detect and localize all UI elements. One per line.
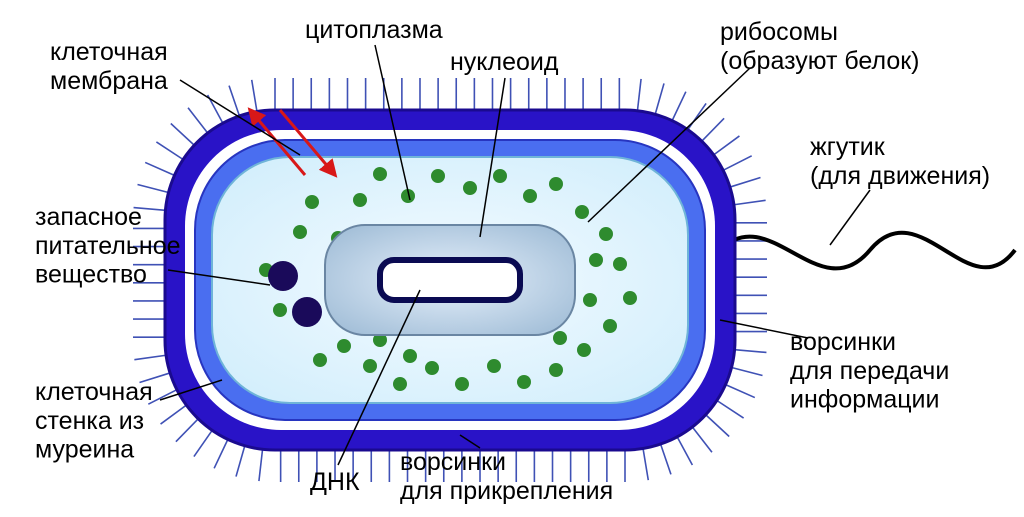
cell-wall-label: клеточнаястенка измуреина [35,378,153,464]
attach-pili-label: ворсинкидля прикрепления [400,448,613,505]
ribosomes-label: рибосомы(образуют белок) [720,18,920,75]
cytoplasm-label: цитоплазма [305,16,443,44]
flagellum-label: жгутик(для движения) [810,133,990,190]
membrane-label: клеточнаямембрана [50,38,168,95]
storage-label: запасноепитательноевещество [35,203,181,289]
info-pili-label: ворсинкидля передачиинформации [790,328,949,414]
nucleoid-label: нуклеоид [450,48,559,76]
flagellum [720,233,1015,269]
dna-loop [380,260,520,300]
dna-label: ДНК [310,468,360,496]
bacterium-diagram: клеточнаямембрана цитоплазмануклеоид рибос… [0,0,1024,517]
flagellum-label-leader [830,190,870,245]
